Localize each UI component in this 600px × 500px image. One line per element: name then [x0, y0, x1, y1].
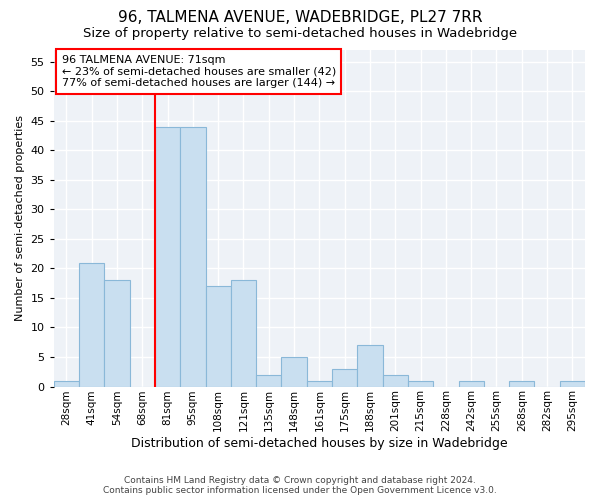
Bar [79, 262, 104, 386]
Bar [155, 127, 180, 386]
Bar [54, 380, 79, 386]
Bar [408, 380, 433, 386]
Y-axis label: Number of semi-detached properties: Number of semi-detached properties [15, 116, 25, 322]
Bar [256, 374, 281, 386]
Bar [332, 369, 358, 386]
Bar [281, 357, 307, 386]
Text: Size of property relative to semi-detached houses in Wadebridge: Size of property relative to semi-detach… [83, 28, 517, 40]
Bar [231, 280, 256, 386]
Bar [458, 380, 484, 386]
Bar [307, 380, 332, 386]
Bar [206, 286, 231, 386]
Bar [104, 280, 130, 386]
Bar [509, 380, 535, 386]
Bar [560, 380, 585, 386]
Text: 96 TALMENA AVENUE: 71sqm
← 23% of semi-detached houses are smaller (42)
77% of s: 96 TALMENA AVENUE: 71sqm ← 23% of semi-d… [62, 55, 336, 88]
Text: 96, TALMENA AVENUE, WADEBRIDGE, PL27 7RR: 96, TALMENA AVENUE, WADEBRIDGE, PL27 7RR [118, 10, 482, 25]
Text: Contains HM Land Registry data © Crown copyright and database right 2024.
Contai: Contains HM Land Registry data © Crown c… [103, 476, 497, 495]
X-axis label: Distribution of semi-detached houses by size in Wadebridge: Distribution of semi-detached houses by … [131, 437, 508, 450]
Bar [383, 374, 408, 386]
Bar [180, 127, 206, 386]
Bar [358, 345, 383, 387]
